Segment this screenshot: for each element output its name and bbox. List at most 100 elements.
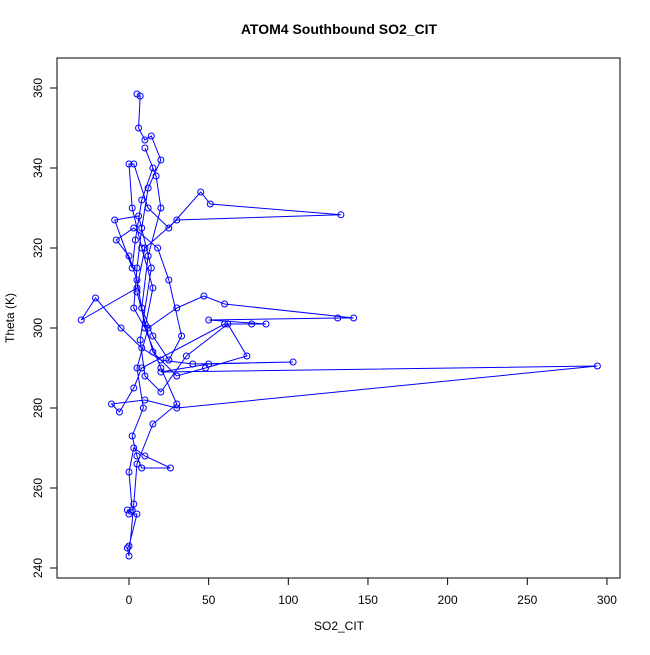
point [141,244,149,252]
point [125,160,133,168]
point [206,200,214,208]
point [157,368,165,376]
point [130,500,138,508]
point [197,188,205,196]
point [135,124,143,132]
point [221,320,229,328]
point [334,314,342,322]
point [149,348,157,356]
point [133,264,141,272]
y-tick-label: 360 [31,78,45,98]
x-tick-label: 50 [202,593,216,607]
x-tick-label: 150 [358,593,378,607]
point [189,360,197,368]
point [166,464,174,472]
point [154,244,162,252]
point [173,304,181,312]
point [138,224,146,232]
point [141,144,149,152]
x-tick-label: 300 [597,593,617,607]
y-tick-label: 240 [31,558,45,578]
point [133,288,141,296]
point [182,352,190,360]
series-line [80,93,598,557]
point [133,510,141,518]
point [128,204,136,212]
point [130,224,138,232]
point [138,364,146,372]
point [125,468,133,476]
point [144,324,152,332]
point [131,236,139,244]
point [141,324,149,332]
point [123,544,131,552]
point [289,358,297,366]
point [152,172,160,180]
point [243,352,251,360]
point [111,216,119,224]
point [138,464,146,472]
point [128,432,136,440]
point [201,364,209,372]
point [133,460,141,468]
point [165,224,173,232]
point [141,452,149,460]
y-tick-label: 280 [31,398,45,418]
point [200,292,208,300]
y-tick-label: 260 [31,478,45,498]
point [92,294,100,302]
x-axis-label: SO2_CIT [314,619,365,633]
point [157,156,165,164]
point [112,236,120,244]
y-tick-label: 320 [31,238,45,258]
point [130,384,138,392]
point [130,304,138,312]
point [133,276,141,284]
point [133,364,141,372]
y-axis-label: Theta (K) [3,293,17,343]
point [173,216,181,224]
point [157,364,165,372]
point [144,204,152,212]
point [350,314,358,322]
point [139,404,147,412]
point [77,316,85,324]
point [133,452,141,460]
point [133,284,141,292]
point [173,372,181,380]
point [149,164,157,172]
y-tick-label: 300 [31,318,45,338]
y-tick-label: 340 [31,158,45,178]
point [173,400,181,408]
point [157,356,165,364]
point [117,324,125,332]
point [337,211,345,219]
point [165,276,173,284]
point [125,542,133,550]
point [141,396,149,404]
point [125,552,133,560]
point [138,196,146,204]
point [157,204,165,212]
point [149,420,157,428]
point [262,320,270,328]
point [165,356,173,364]
point [144,252,152,260]
point [123,506,131,514]
point [593,362,601,370]
point [178,332,186,340]
point [149,284,157,292]
point [147,264,155,272]
point [141,372,149,380]
point [136,92,144,100]
point [130,160,138,168]
point [205,316,213,324]
x-tick-label: 100 [278,593,298,607]
chart-title: ATOM4 Southbound SO2_CIT [241,21,438,37]
point [157,388,165,396]
x-tick-label: 200 [438,593,458,607]
point [173,404,181,412]
point [149,332,157,340]
